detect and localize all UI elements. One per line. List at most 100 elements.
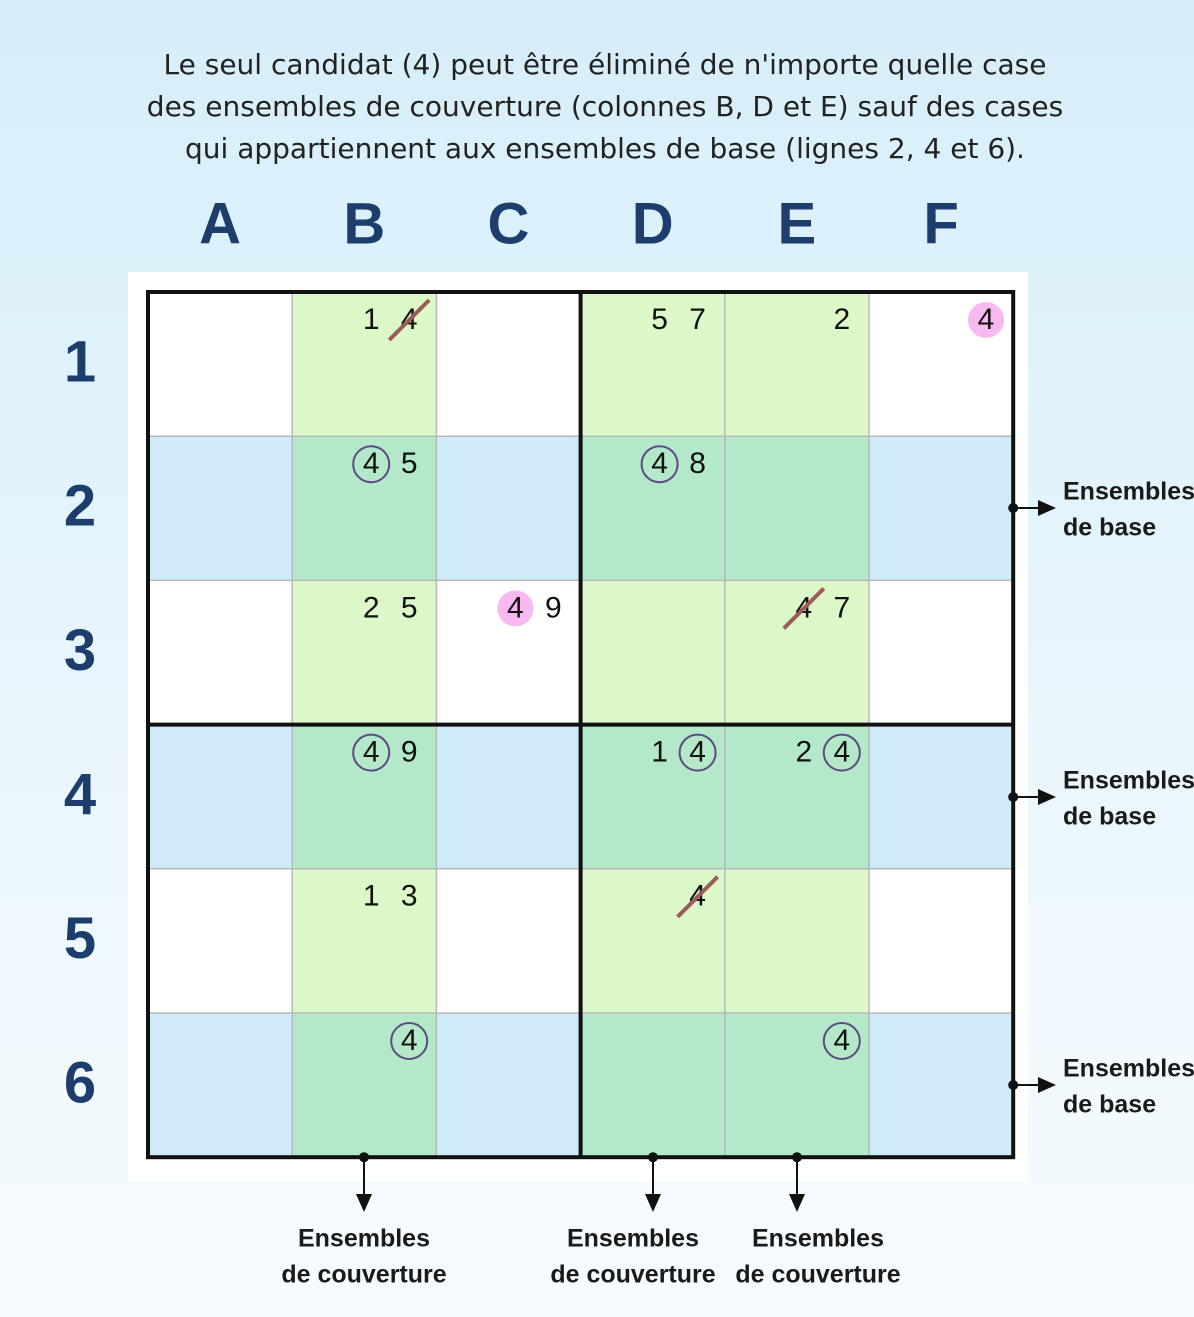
candidate: 8 — [689, 447, 706, 480]
candidate: 7 — [689, 303, 706, 336]
column-label: C — [488, 191, 530, 256]
base-label: Ensembles — [1063, 1055, 1194, 1083]
cell — [148, 436, 293, 581]
cell — [148, 1013, 293, 1158]
grid-lines — [146, 290, 1016, 1160]
candidate: 4 — [651, 447, 668, 480]
circle-mark — [390, 1022, 429, 1060]
cell — [869, 724, 1014, 869]
candidate: 5 — [401, 591, 418, 624]
caption-line: des ensembles de couverture (colonnes B,… — [147, 90, 1063, 123]
circle-mark — [678, 733, 717, 772]
cells: 145724454825494749142413444 — [148, 292, 1014, 1158]
candidate: 5 — [401, 447, 418, 480]
cell — [148, 292, 293, 437]
candidate: 4 — [689, 736, 706, 769]
circle-mark — [640, 445, 679, 484]
column-label: F — [923, 191, 958, 256]
cell — [148, 724, 293, 869]
candidate: 2 — [363, 591, 380, 624]
base-label: de base — [1063, 514, 1156, 542]
cover-label: Ensembles — [298, 1225, 430, 1253]
cell — [292, 580, 437, 725]
row-label: 1 — [64, 329, 96, 394]
candidate: 4 — [401, 1024, 418, 1057]
candidate: 4 — [833, 1024, 850, 1057]
candidate: 4 — [833, 736, 850, 769]
strike — [782, 586, 826, 630]
cell — [148, 580, 293, 725]
cell — [292, 436, 437, 581]
cell — [724, 580, 869, 725]
caption-line: qui appartiennent aux ensembles de base … — [185, 132, 1025, 165]
strike — [676, 875, 720, 919]
cell — [724, 436, 869, 581]
base-label: Ensembles — [1063, 767, 1194, 795]
candidate: 4 — [507, 591, 524, 624]
row-label: 6 — [64, 1050, 96, 1115]
candidate: 1 — [651, 736, 668, 769]
row-label: 4 — [64, 762, 96, 827]
row-label: 2 — [64, 474, 96, 539]
cell — [869, 436, 1014, 581]
cell — [436, 724, 581, 869]
cell — [580, 292, 725, 437]
cell — [580, 580, 725, 725]
circle-mark — [352, 445, 391, 484]
candidate: 2 — [795, 736, 812, 769]
base-label: de base — [1063, 1091, 1156, 1119]
candidate: 7 — [833, 591, 850, 624]
caption-line: Le seul candidat (4) peut être éliminé d… — [164, 48, 1047, 81]
cover-label: de couverture — [281, 1261, 446, 1289]
candidate: 3 — [401, 880, 418, 913]
column-label: E — [778, 191, 817, 256]
cell — [436, 292, 581, 437]
candidate: 2 — [833, 303, 850, 336]
cell — [436, 1013, 581, 1158]
cover-label: Ensembles — [752, 1225, 884, 1253]
cell — [436, 436, 581, 581]
cell — [869, 580, 1014, 725]
candidate: 5 — [651, 303, 668, 336]
candidate: 4 — [978, 303, 995, 336]
cell — [580, 724, 725, 869]
circle-mark — [822, 1022, 861, 1060]
cell — [292, 724, 437, 869]
cell — [869, 1013, 1014, 1158]
cell — [292, 1013, 437, 1158]
candidate: 9 — [545, 591, 562, 624]
candidate: 9 — [401, 736, 418, 769]
cell — [724, 724, 869, 869]
highlight — [968, 302, 1004, 338]
circle-mark — [352, 733, 391, 772]
cell — [724, 868, 869, 1013]
cover-label: Ensembles — [567, 1225, 699, 1253]
cell — [724, 292, 869, 437]
row-label: 3 — [64, 618, 96, 683]
candidate: 4 — [363, 447, 380, 480]
column-label: D — [632, 191, 674, 256]
board-border — [146, 290, 1016, 1160]
circle-mark — [822, 733, 861, 772]
candidate: 1 — [363, 303, 380, 336]
cover-label: de couverture — [550, 1261, 715, 1289]
cover-label: de couverture — [735, 1261, 900, 1289]
cell — [580, 1013, 725, 1158]
base-label: de base — [1063, 803, 1156, 831]
highlight — [497, 590, 534, 627]
candidate: 1 — [363, 880, 380, 913]
cell — [869, 868, 1014, 1013]
base-label: Ensembles — [1063, 478, 1194, 506]
column-label: B — [343, 191, 385, 256]
cell — [436, 868, 581, 1013]
candidate: 4 — [363, 736, 380, 769]
row-label: 5 — [64, 906, 96, 971]
cell — [148, 868, 293, 1013]
cell — [292, 868, 437, 1013]
cell — [580, 436, 725, 581]
strike — [387, 298, 431, 342]
cell — [724, 1013, 869, 1158]
column-label: A — [199, 191, 241, 256]
